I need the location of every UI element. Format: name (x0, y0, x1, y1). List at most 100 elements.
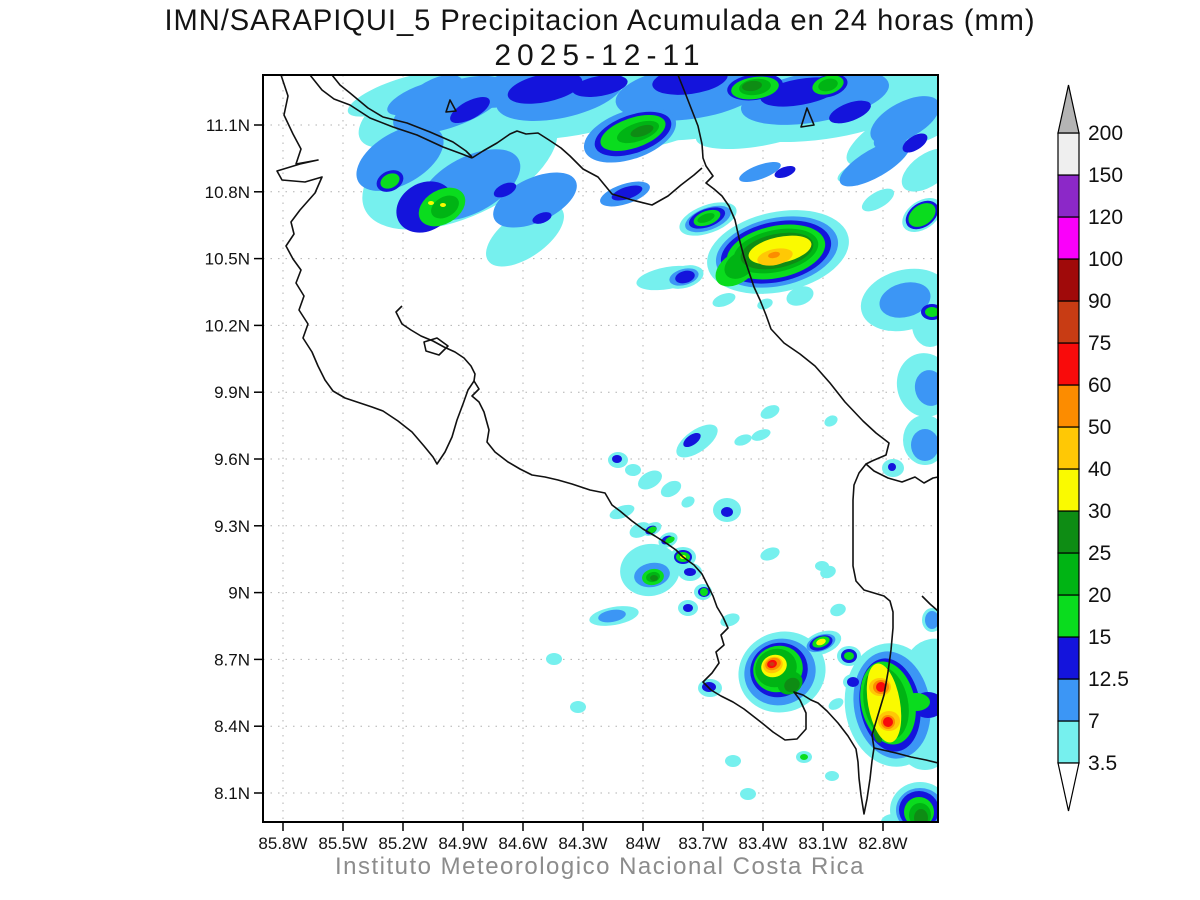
precip-blob (681, 496, 695, 508)
precip-blob (760, 547, 780, 561)
precip-blob (630, 124, 654, 138)
precip-blob (820, 565, 836, 579)
lat-axis: 11.1N 10.8N 10.5N 10.2N 9.9N 9.6N 9.3N 9N 8.7N 8.… (205, 116, 263, 803)
lake-nicaragua-south-shore (309, 75, 473, 159)
precip-blob (830, 603, 846, 617)
precip-blob (356, 125, 444, 191)
lake-nicaragua-north-shore (331, 75, 473, 158)
coastline-caribbean (677, 75, 938, 484)
colorbar-cell (1057, 678, 1080, 722)
precip-blob (861, 188, 895, 212)
colorbar-cell (1057, 342, 1080, 386)
colorbar-tick-label: 25 (1088, 542, 1111, 565)
colorbar-tick-label: 7 (1088, 710, 1100, 733)
precip-blob (879, 282, 931, 318)
precip-blob (647, 526, 657, 534)
lon-tick-label: 84.3W (558, 834, 607, 853)
precip-blob (768, 251, 780, 259)
plot-frame (262, 74, 939, 823)
lon-tick-label: 83.1W (798, 834, 847, 853)
precip-blob (428, 201, 434, 205)
precip-blob (740, 788, 756, 800)
lat-tick-label: 9N (228, 584, 250, 603)
colorbar-cell (1057, 468, 1080, 512)
colorbar-cell (1057, 594, 1080, 638)
colorbar-tick-label: 12.5 (1088, 668, 1129, 691)
precip-blob (839, 139, 911, 187)
precip-blob (380, 173, 400, 189)
precip-blob (387, 80, 453, 116)
precip-blob (742, 80, 762, 92)
precip-blob (507, 75, 583, 104)
colorbar-cell (1057, 258, 1080, 302)
precip-blob (450, 96, 490, 124)
grid-lines (263, 75, 938, 822)
precip-blob (757, 298, 773, 310)
colorbar-tick-label: 120 (1088, 206, 1123, 229)
precip-blob (800, 754, 808, 760)
island-outline-1 (445, 99, 457, 113)
lat-tick-label: 8.1N (214, 784, 250, 803)
colorbar-cell (1057, 720, 1080, 764)
precip-blob (925, 307, 938, 317)
colorbar-tick-label: 30 (1088, 500, 1111, 523)
lat-tick-label: 8.4N (214, 717, 250, 736)
precip-blob (697, 213, 715, 223)
colorbar-cell (1057, 216, 1080, 260)
page-title: IMN/SARAPIQUI_5 Precipitacion Acumulada … (0, 4, 1200, 73)
precip-blob (888, 463, 896, 471)
title-date: 2025-12-11 (494, 39, 706, 72)
precip-blob (828, 698, 844, 710)
colorbar-cell (1057, 132, 1080, 176)
lat-tick-label: 8.7N (214, 650, 250, 669)
precip-blob (847, 677, 859, 687)
precip-blob (572, 75, 628, 97)
lon-axis: 85.8W 85.5W 85.2W 84.9W 84.6W 84.3W 84W 83.7W 83… (258, 822, 908, 853)
precip-blob (712, 293, 736, 307)
island-loop (423, 337, 449, 356)
precip-blob (473, 75, 547, 108)
precip-blob (638, 470, 662, 490)
precip-blob (873, 111, 927, 149)
precip-blob (844, 652, 854, 660)
lat-tick-label: 10.8N (205, 183, 250, 202)
precip-blob (652, 75, 728, 95)
precip-blob (816, 638, 826, 646)
precip-blob (493, 172, 577, 228)
lon-tick-label: 82.8W (858, 834, 907, 853)
precip-blob (440, 203, 446, 207)
colorbar-tick-label: 200 (1088, 122, 1123, 145)
precip-blob (751, 429, 771, 441)
colorbar-tick-label: 50 (1088, 416, 1111, 439)
lon-tick-label: 84W (626, 834, 661, 853)
precip-blob (347, 75, 443, 117)
island-outline-2 (800, 107, 815, 128)
precip-blob (784, 677, 800, 693)
precip-blob (720, 613, 740, 627)
precip-blob (725, 755, 741, 767)
precip-blob (683, 432, 701, 448)
colorbar-tick-label: 100 (1088, 248, 1123, 271)
colorbar-tick-label: 60 (1088, 374, 1111, 397)
precip-blob (760, 405, 780, 419)
lon-tick-label: 85.8W (258, 834, 307, 853)
precip-blob (902, 133, 928, 153)
lat-tick-label: 9.6N (214, 450, 250, 469)
lon-tick-label: 85.5W (318, 834, 367, 853)
colorbar-cell (1057, 174, 1080, 218)
precip-blob (902, 693, 930, 711)
precip-blob (829, 100, 871, 124)
precip-blob (908, 203, 936, 227)
precip-blob (774, 165, 796, 179)
colorbar-arrow-bottom (1057, 762, 1080, 812)
precip-blob (901, 148, 938, 192)
colorbar-tick-label: 20 (1088, 584, 1111, 607)
precip-blob (721, 507, 733, 517)
coastline-pacific (276, 75, 938, 815)
lon-tick-label: 84.6W (498, 834, 547, 853)
colorbar-cell (1057, 300, 1080, 344)
river-tempisque (395, 305, 476, 382)
precipitation-layer (347, 75, 938, 822)
